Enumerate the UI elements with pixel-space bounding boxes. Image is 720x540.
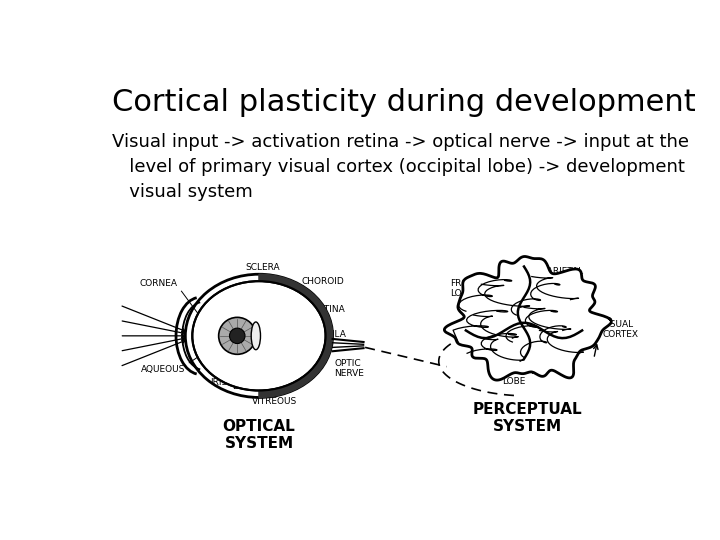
Text: Cortical plasticity during development: Cortical plasticity during development bbox=[112, 88, 696, 117]
Text: LENS: LENS bbox=[232, 382, 255, 391]
Text: VISUAL
CORTEX: VISUAL CORTEX bbox=[602, 320, 638, 339]
Ellipse shape bbox=[251, 322, 261, 350]
Text: Visual input -> activation retina -> optical nerve -> input at the
   level of p: Visual input -> activation retina -> opt… bbox=[112, 132, 689, 200]
Text: CHOROID: CHOROID bbox=[302, 277, 344, 286]
Text: FRONTAL
LOBE: FRONTAL LOBE bbox=[451, 279, 491, 298]
Circle shape bbox=[219, 318, 256, 354]
Text: TEMPORAL
LOBE: TEMPORAL LOBE bbox=[490, 367, 538, 386]
Text: OPTIC
NERVE: OPTIC NERVE bbox=[334, 359, 364, 379]
Text: CORNEA: CORNEA bbox=[140, 279, 178, 288]
Text: AQUEOUS: AQUEOUS bbox=[141, 365, 185, 374]
Text: RETINA: RETINA bbox=[312, 305, 344, 314]
Polygon shape bbox=[444, 256, 611, 380]
Text: PARIETAL
LOBE: PARIETAL LOBE bbox=[542, 267, 583, 286]
Text: VITREOUS: VITREOUS bbox=[252, 397, 297, 407]
Text: PERCEPTUAL
SYSTEM: PERCEPTUAL SYSTEM bbox=[473, 402, 582, 435]
Text: OPTICAL
SYSTEM: OPTICAL SYSTEM bbox=[222, 419, 295, 451]
Text: MACULA: MACULA bbox=[307, 330, 346, 339]
Text: IRIS: IRIS bbox=[210, 378, 228, 387]
Circle shape bbox=[230, 328, 245, 343]
Text: SCLERA: SCLERA bbox=[246, 263, 280, 272]
Ellipse shape bbox=[192, 281, 325, 390]
Polygon shape bbox=[259, 274, 333, 397]
